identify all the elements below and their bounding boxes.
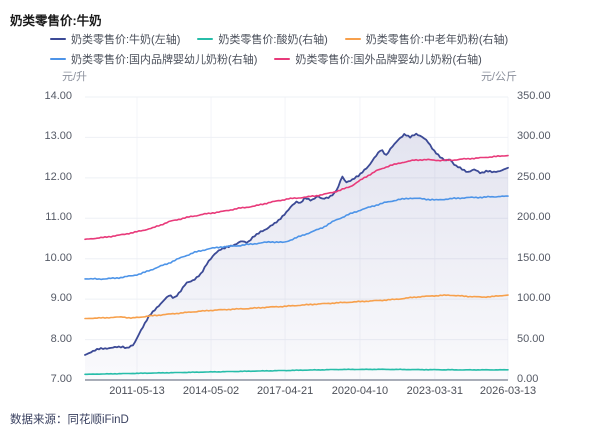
data-source-label: 数据来源：同花顺iFinD [10,414,129,426]
right-axis-tick: 350.00 [517,90,551,102]
x-axis-tick: 2011-05-13 [109,385,165,397]
legend-label: 奶类零售价:国外品牌婴幼儿奶粉(右轴) [295,54,482,66]
right-axis-tick: 0.00 [517,373,539,385]
right-axis-tick: 50.00 [517,332,545,345]
legend-swatch-icon [50,57,66,61]
right-axis-tick: 300.00 [517,130,551,143]
legend-item-milk-left[interactable]: 奶类零售价:牛奶(左轴) [50,31,180,47]
left-axis-unit-label: 元/升 [62,71,88,83]
left-axis-tick: 11.00 [45,211,72,224]
legend-label: 奶类零售价:牛奶(左轴) [71,34,181,46]
left-axis-tick: 12.00 [44,170,72,183]
right-axis-tick: 250.00 [517,170,551,183]
series-line-foreign-infant-formula-right [84,154,509,241]
chart-legend: 奶类零售价:牛奶(左轴) 奶类零售价:酸奶(右轴) 奶类零售价:中老年奶粉(右轴) 奶… [50,29,590,69]
x-axis-tick: 2020-04-10 [331,385,389,397]
legend-swatch-icon [197,37,214,41]
x-axis-tick: 2026-03-13 [479,385,537,397]
right-axis-unit-label: 元/公斤 [480,71,517,83]
legend-swatch-icon [50,37,66,41]
legend-label: 奶类零售价:酸奶(右轴) [218,34,328,46]
right-axis-tick: 100.00 [517,292,551,305]
left-axis-tick: 10.00 [44,251,72,264]
left-axis-tick: 13.00 [44,130,72,143]
legend-swatch-icon [344,37,361,41]
left-axis-tick: 8.00 [50,332,72,345]
series-line-milk-left [84,132,509,356]
legend-row: 奶类零售价:牛奶(左轴) 奶类零售价:酸奶(右轴) 奶类零售价:中老年奶粉(右轴) [50,29,590,49]
legend-item-yogurt-right[interactable]: 奶类零售价:酸奶(右轴) [197,31,328,47]
x-axis-tick: 2014-05-02 [182,385,240,397]
series-line-middle-aged-powder-right [84,294,509,320]
legend-row: 奶类零售价:国内品牌婴幼儿奶粉(右轴) 奶类零售价:国外品牌婴幼儿奶粉(右轴) [50,49,590,69]
legend-label: 奶类零售价:国内品牌婴幼儿奶粉(右轴) [71,54,258,66]
series-line-yogurt-right [84,368,509,376]
legend-item-domestic-infant-formula-right[interactable]: 奶类零售价:国内品牌婴幼儿奶粉(右轴) [50,51,257,67]
chart-title: 奶类零售价:牛奶 [10,14,102,28]
left-axis-tick: 7.00 [50,373,72,385]
x-axis-tick: 2017-04-21 [256,385,314,397]
series-line-domestic-infant-formula-right [84,195,509,281]
left-axis-tick: 14.00 [44,90,72,102]
legend-item-foreign-infant-formula-right[interactable]: 奶类零售价:国外品牌婴幼儿奶粉(右轴) [274,51,482,67]
x-axis-tick: 2023-03-31 [406,385,463,397]
legend-item-middle-aged-powder-right[interactable]: 奶类零售价:中老年奶粉(右轴) [344,31,509,47]
left-axis-tick: 9.00 [50,292,72,305]
right-axis-tick: 150.00 [517,251,551,264]
right-axis-tick: 200.00 [517,211,551,224]
legend-swatch-icon [274,57,291,61]
legend-label: 奶类零售价:中老年奶粉(右轴) [365,34,509,46]
series-area-milk-left [85,133,508,380]
